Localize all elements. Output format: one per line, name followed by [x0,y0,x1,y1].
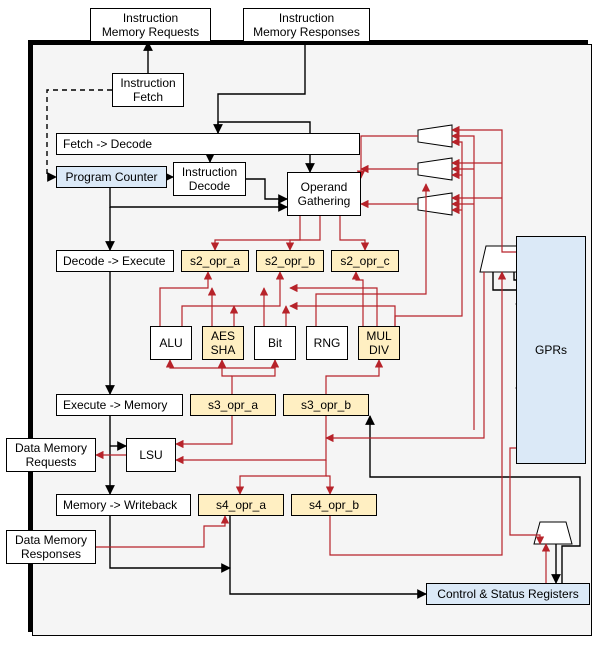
opgath: OperandGathering [287,172,361,216]
lsu: LSU [126,438,176,472]
aessha: AESSHA [202,326,244,360]
imresp: InstructionMemory Responses [243,8,370,42]
idecode: InstructionDecode [173,162,246,196]
alu: ALU [150,326,192,360]
muldiv: MULDIV [358,326,400,360]
rng: RNG [306,326,348,360]
memory-writeback: Memory -> Writeback [56,494,191,516]
dmresp: Data MemoryResponses [6,530,96,564]
decode-execute: Decode -> Execute [56,250,174,272]
s3opra: s3_opr_a [190,394,276,416]
s3oprb: s3_opr_b [283,394,369,416]
ifetch: InstructionFetch [112,73,184,107]
dmreq: Data MemoryRequests [6,438,96,472]
s4opra: s4_opr_a [198,494,284,516]
pc: Program Counter [56,166,167,188]
s2opra: s2_opr_a [181,250,249,272]
s2oprb: s2_opr_b [256,250,324,272]
bit: Bit [254,326,296,360]
fetch-decode: Fetch -> Decode [56,133,360,155]
s2oprc: s2_opr_c [331,250,399,272]
imreq: InstructionMemory Requests [90,8,211,42]
csr: Control & Status Registers [426,583,590,605]
gprs: GPRs [516,236,586,464]
s4oprb: s4_opr_b [291,494,377,516]
execute-memory: Execute -> Memory [56,394,183,416]
